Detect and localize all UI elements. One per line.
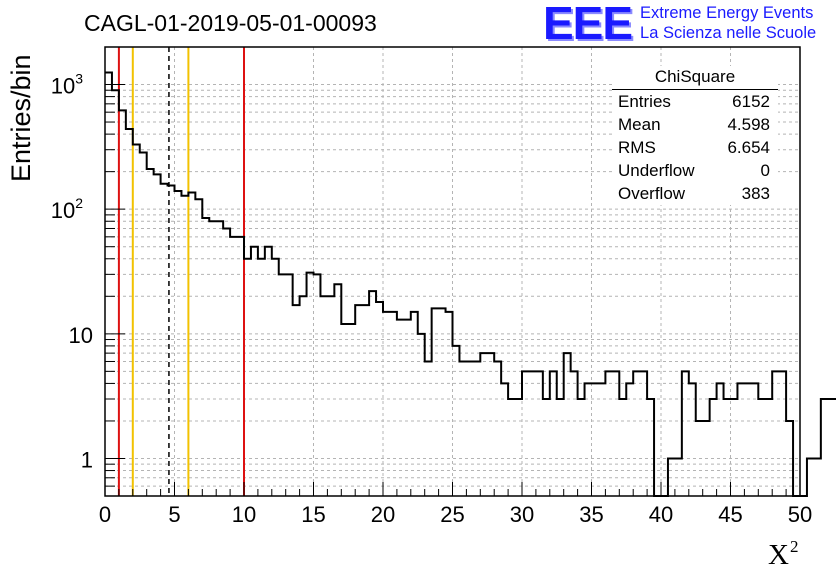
eee-logo: EEE Extreme Energy Events La Scienza nel… — [543, 0, 816, 49]
y-tick-mantissa: 10 — [51, 198, 75, 223]
y-tick-label: 103 — [51, 71, 83, 99]
x-axis-label-exponent: 2 — [789, 537, 799, 556]
x-tick-labels: 0 5 10 15 20 25 30 35 40 45 50 — [99, 502, 812, 527]
y-axis-label: Entries/bin — [6, 54, 36, 182]
y-tick-label: 10 — [69, 323, 93, 348]
axis-ticks — [104, 46, 801, 497]
x-tick-label: 20 — [371, 502, 395, 527]
histogram-series — [105, 71, 836, 497]
chart-title: CAGL-01-2019-05-01-00093 — [84, 10, 377, 36]
y-tick-mantissa: 10 — [51, 74, 75, 99]
x-tick-label: 25 — [440, 502, 464, 527]
y-tick-label: 102 — [51, 195, 83, 223]
stats-value: 6152 — [732, 92, 770, 111]
stats-label: RMS — [618, 138, 656, 157]
x-tick-label: 15 — [301, 502, 325, 527]
stats-value: 6.654 — [727, 138, 770, 157]
x-tick-label: 30 — [510, 502, 534, 527]
x-tick-label: 50 — [788, 502, 812, 527]
reference-lines — [117, 47, 245, 496]
logo-line-2: La Scienza nelle Scuole — [640, 24, 817, 42]
stats-value: 383 — [741, 184, 770, 203]
x-tick-label: 40 — [649, 502, 673, 527]
stats-label: Entries — [618, 92, 671, 111]
eee-logo-mark: EEE — [543, 0, 633, 49]
y-tick-mantissa: 10 — [69, 323, 93, 348]
stats-label: Mean — [618, 115, 661, 134]
stats-row-entries: Entries 6152 — [612, 90, 778, 113]
stats-value: 4.598 — [727, 115, 770, 134]
stats-label: Overflow — [618, 184, 686, 203]
stats-row-rms: RMS 6.654 — [612, 136, 778, 159]
stats-value: 0 — [760, 161, 770, 180]
x-tick-label: 5 — [168, 502, 180, 527]
y-tick-mantissa: 1 — [81, 447, 93, 472]
stats-box: ChiSquare Entries 6152 Mean 4.598 RMS 6.… — [612, 66, 778, 205]
stats-row-underflow: Underflow 0 — [612, 159, 778, 182]
x-tick-label: 10 — [232, 502, 256, 527]
x-axis-label-base: X — [768, 539, 789, 571]
x-tick-label: 45 — [718, 502, 742, 527]
y-tick-exponent: 3 — [75, 71, 83, 87]
y-tick-exponent: 2 — [75, 195, 83, 211]
x-tick-label: 0 — [99, 502, 111, 527]
stats-label: Underflow — [618, 161, 695, 180]
stats-title: ChiSquare — [612, 66, 778, 90]
stats-row-mean: Mean 4.598 — [612, 113, 778, 136]
logo-line-1: Extreme Energy Events — [640, 4, 814, 22]
y-tick-label: 1 — [81, 447, 93, 472]
x-axis-label: X2 — [768, 537, 798, 572]
eee-logo-text: Extreme Energy Events La Scienza nelle S… — [640, 3, 816, 43]
stats-row-overflow: Overflow 383 — [612, 182, 778, 205]
x-tick-label: 35 — [579, 502, 603, 527]
